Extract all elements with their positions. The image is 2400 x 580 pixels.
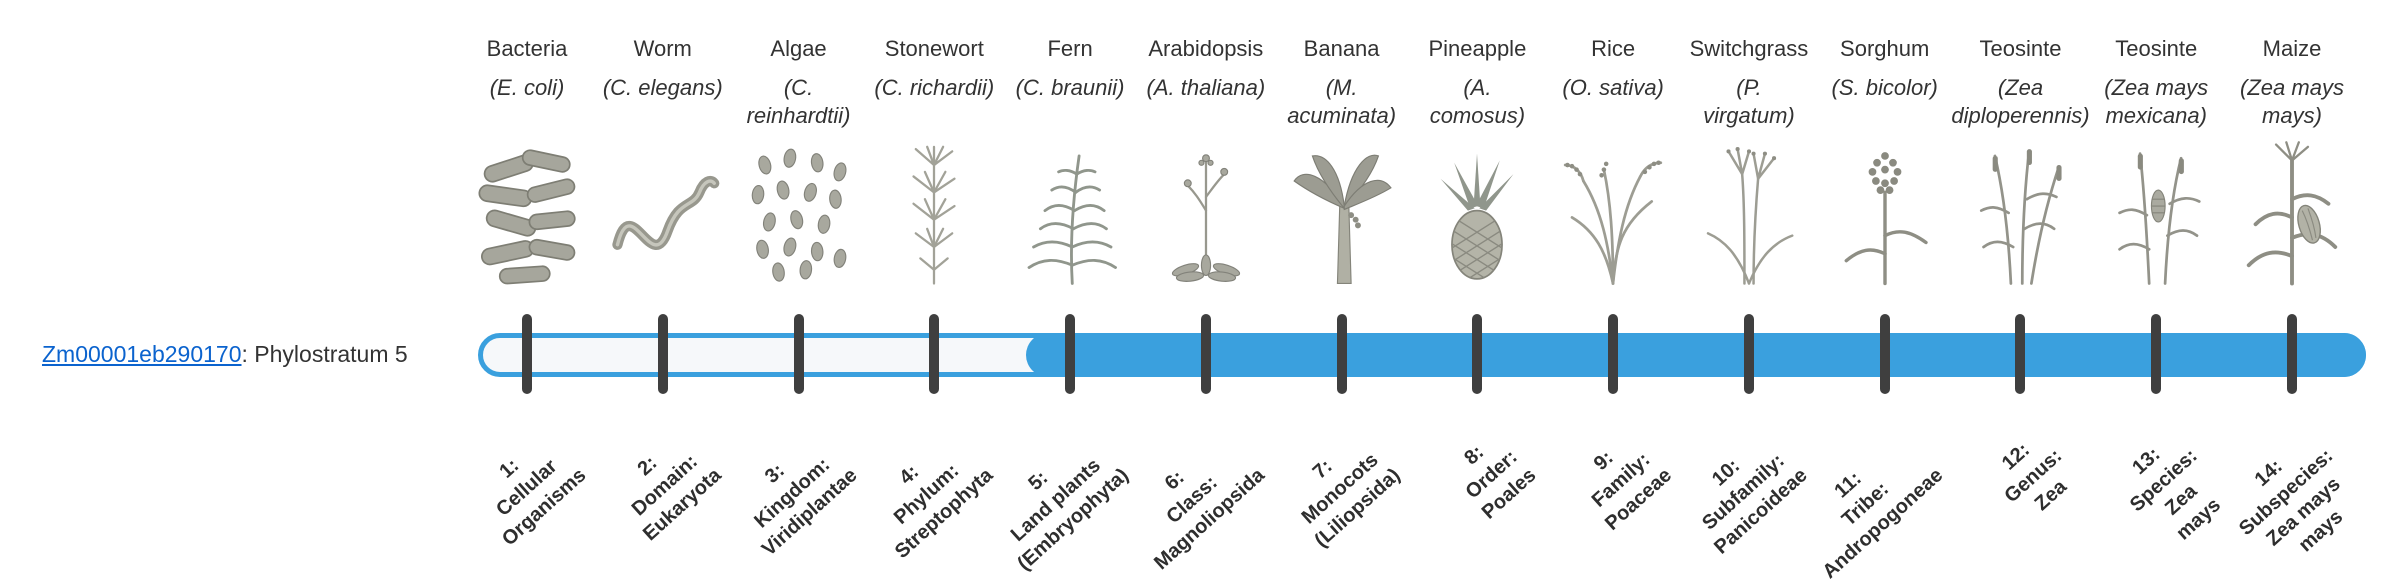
organism-common-name: Banana (1303, 36, 1380, 61)
phylostratum-label: 2: Domain: Eukaryota (603, 424, 727, 547)
phylostratum-tick (522, 314, 532, 394)
phylostratum-tick (1743, 314, 1754, 394)
organism-scientific-name: (C. elegans) (553, 74, 773, 140)
organism-scientific-name: (E. coli) (417, 74, 637, 140)
phylostratum-tick (1879, 314, 1890, 394)
phylostratum-label: 10: Subfamily: Panicoideae (1674, 424, 1813, 560)
organism-common-name: Teosinte (2115, 36, 2198, 61)
organism-column: Maize (Zea mays mays) (2182, 36, 2400, 293)
organism-scientific-name-line: (C. elegans) (602, 75, 723, 101)
organism-column: Banana (M. acuminata) (1232, 36, 1452, 293)
gene-phylostratum-text: : Phylostratum 5 (241, 341, 408, 367)
organism-scientific-name: (O. sativa) (1503, 74, 1723, 140)
phylostratum-label: 3: Kingdom: Viridiplantae (722, 424, 863, 562)
organism-common-name: Stonewort (884, 36, 984, 61)
organism-scientific-name-line: (E. coli) (489, 75, 565, 101)
organism-common-name: Algae (770, 36, 827, 61)
organism-scientific-name-line: (M. (1325, 75, 1358, 101)
organism-scientific-name: (C. braunii) (960, 74, 1180, 140)
organism-scientific-name: (Zea mays mexicana) (2046, 74, 2266, 140)
phylostratum-label: 9: Family: Poaceae (1565, 424, 1678, 536)
organism-column: Pineapple (A. comosus) (1367, 36, 1587, 293)
phylostrata-bar-fill (1026, 333, 2366, 377)
organism-common-name: Sorghum (1840, 36, 1930, 61)
organism-scientific-name-line: (C. (783, 75, 814, 101)
phylostratum-label: 8: Order: Poales (1441, 424, 1541, 525)
phylostratum-label: 7: Monocots (Liliopsida) (1274, 424, 1405, 553)
phylostratum-label: 13: Species: Zea mays (2107, 424, 2238, 556)
organism-column: Fern (C. braunii) (960, 36, 1180, 293)
phylostratum-tick (2287, 314, 2297, 394)
organism-scientific-name-line: (C. braunii) (1015, 75, 1125, 101)
organism-scientific-name-line: reinhardtii) (746, 102, 851, 128)
phylostratum-tick (929, 314, 940, 394)
organism-scientific-name-line: mexicana) (2105, 102, 2207, 128)
organism-common-name: Maize (2262, 36, 2322, 61)
organism-column: Sorghum (S. bicolor) (1775, 36, 1995, 293)
phylostratum-tick (1472, 314, 1483, 394)
organism-scientific-name: (Zea mays mays) (2182, 74, 2400, 140)
phylostratum-tick (1200, 314, 1211, 394)
organism-column: Teosinte (Zea mays mexicana) (2046, 36, 2266, 293)
phylostratum-label: 5: Land plants (Embryophyta) (977, 424, 1134, 576)
organism-column: Algae (C. reinhardtii) (689, 36, 909, 293)
organism-column: Rice (O. sativa) (1503, 36, 1723, 293)
organism-column: Arabidopsis (A. thaliana) (1096, 36, 1316, 293)
phylostratum-tick (1336, 314, 1347, 394)
organism-scientific-name: (C. richardii) (824, 74, 1044, 140)
organism-scientific-name: (A. comosus) (1367, 74, 1587, 140)
organism-scientific-name-line: comosus) (1429, 102, 1526, 128)
organism-scientific-name: (C. reinhardtii) (689, 74, 909, 140)
organism-scientific-name-line: (C. richardii) (874, 75, 995, 101)
organism-column: Bacteria (E. coli) (417, 36, 637, 293)
organism-scientific-name-line: (Zea mays (2104, 75, 2209, 101)
organism-scientific-name-line: acuminata) (1287, 102, 1397, 128)
gene-id-link[interactable]: Zm00001eb290170 (42, 341, 242, 367)
organism-scientific-name: (P. virgatum) (1639, 74, 1859, 140)
organism-scientific-name-line: (S. bicolor) (1831, 75, 1938, 101)
organism-column: Teosinte (Zea diploperennis) (1910, 36, 2130, 293)
phylostratum-label: 11: Tribe: Andropogoneae (1783, 424, 1949, 580)
organism-common-name: Rice (1591, 36, 1636, 61)
organism-common-name: Worm (633, 36, 692, 61)
phylostratum-tick (1608, 314, 1619, 394)
organism-scientific-name: (M. acuminata) (1232, 74, 1452, 140)
organism-scientific-name: (S. bicolor) (1775, 74, 1995, 140)
phylostratum-tick (657, 314, 668, 394)
organism-column: Worm (C. elegans) (553, 36, 773, 293)
phylostratum-tick (793, 314, 804, 394)
maize-icon (2234, 140, 2350, 288)
organism-scientific-name-line: (O. sativa) (1562, 75, 1664, 101)
organism-scientific-name-line: virgatum) (1703, 102, 1795, 128)
organism-common-name: Switchgrass (1689, 36, 1809, 61)
organism-scientific-name-line: mays) (2262, 102, 2322, 128)
phylostratum-tick (1065, 314, 1076, 394)
organism-scientific-name-line: (A. thaliana) (1146, 75, 1266, 101)
organism-scientific-name-line: (Zea mays (2240, 75, 2344, 101)
phylostratum-tick (2015, 314, 2026, 394)
organism-scientific-name: (Zea diploperennis) (1910, 74, 2130, 140)
organism-column: Switchgrass (P. virgatum) (1639, 36, 1859, 293)
organism-common-name: Pineapple (1428, 36, 1527, 61)
phylostratum-label: 4: Phylum: Streptophyta (855, 424, 999, 564)
phylostratum-label: 1: Cellular Organisms (461, 424, 591, 552)
organism-column: Stonewort (C. richardii) (824, 36, 1044, 293)
gene-label: Zm00001eb290170: Phylostratum 5 (42, 341, 408, 368)
phylostratum-label: 6: Class: Magnoliopsida (1114, 424, 1270, 576)
phylostratum-label: 14: Subspecies: Zea mays mays (2216, 424, 2373, 580)
organism-scientific-name-line: (Zea (1997, 75, 2044, 101)
phylostratum-label: 12: Genus: Zea (1981, 424, 2084, 528)
organism-scientific-name-line: (P. (1736, 75, 1762, 101)
organism-scientific-name-line: (A. (1463, 75, 1492, 101)
organism-scientific-name: (A. thaliana) (1096, 74, 1316, 140)
organism-common-name: Fern (1047, 36, 1093, 61)
organism-common-name: Teosinte (1979, 36, 2062, 61)
organism-scientific-name-line: diploperennis) (1951, 102, 2090, 128)
organism-common-name: Bacteria (486, 36, 568, 61)
organism-common-name: Arabidopsis (1148, 36, 1264, 61)
phylostratum-tick (2151, 314, 2162, 394)
